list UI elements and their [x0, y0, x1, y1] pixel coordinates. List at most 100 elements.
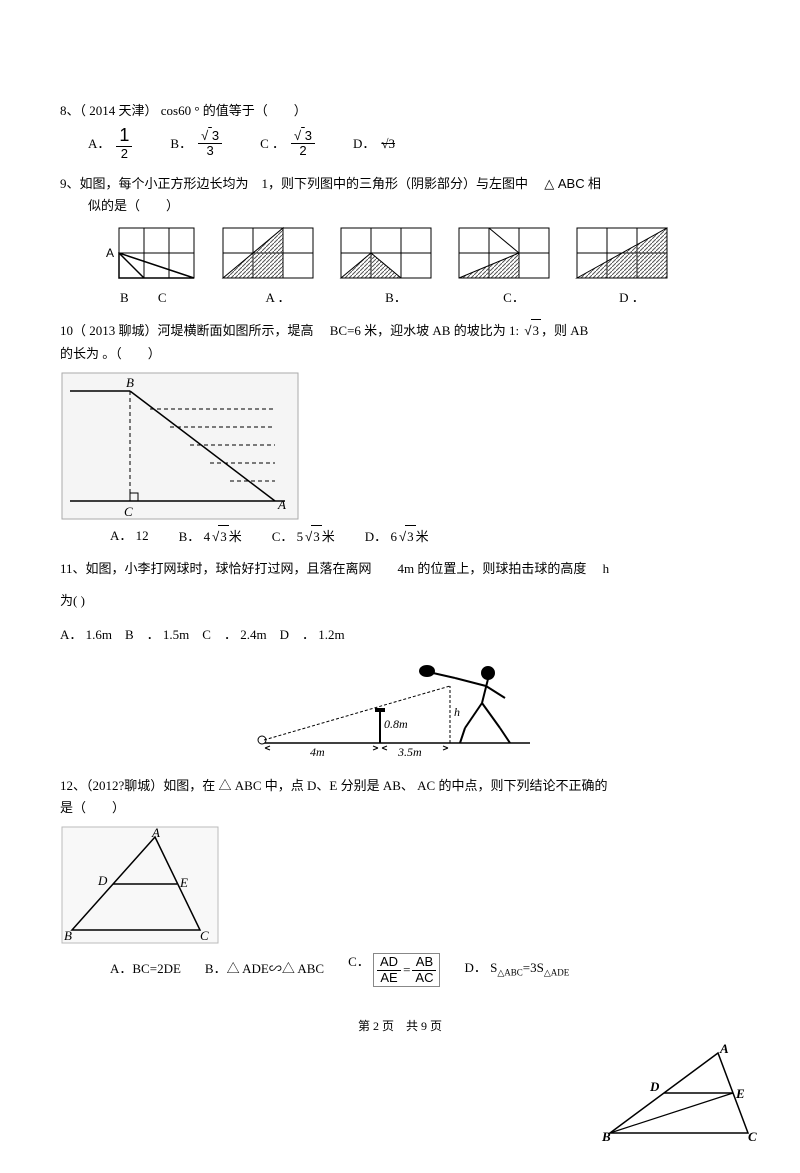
q9-labels: B C A ． B． C． D ． [100, 287, 740, 309]
question-12: 12、（2012?聊城）如图，在 △ ABC 中，点 D、E 分别是 AB、 A… [60, 775, 740, 987]
denominator: AC [412, 971, 436, 985]
sqrt-icon: 3 [303, 525, 322, 548]
radicand: 3 [405, 525, 416, 548]
q12-text-a: 12、（2012?聊城）如图，在 △ ABC 中，点 D、E 分别是 AB、 A… [60, 775, 740, 797]
opt-value: BC=2DE [132, 961, 181, 976]
opt-label: C． [348, 954, 370, 969]
sub-ade: △ADE [544, 968, 569, 978]
opt-label: D． [464, 960, 486, 975]
eq-3s: =3S [523, 960, 544, 975]
q9-ref-figure: A [100, 223, 200, 283]
opt-label: B． [179, 529, 201, 544]
q9-opt-a: A ． [228, 287, 328, 309]
denominator: 3 [198, 144, 222, 158]
page-footer: 第 2 页 共 9 页 [60, 1017, 740, 1034]
label-e: E [179, 875, 188, 890]
radicand: 3 [389, 136, 396, 151]
corner-figure: A B C D E [600, 1043, 760, 1143]
denominator: 2 [116, 147, 132, 161]
q11-text-a: 11、如图，小李打网球时，球恰好打过网，且落在离网 4m 的位置上，则球拍击球的… [60, 558, 740, 580]
label-e: E [735, 1086, 745, 1101]
q12-opt-a: A．BC=2DE [110, 958, 181, 980]
opt-value: 12 [136, 528, 149, 543]
opt-label: B． [205, 961, 227, 976]
q9-text-c: 似的是（ ） [60, 195, 740, 217]
sqrt-icon: 3 [522, 319, 541, 342]
q10-text-c: 的长为 。（ ） [60, 343, 740, 365]
footer-page: 第 2 页 [358, 1019, 394, 1033]
sqrt-struck: √3 [381, 133, 395, 155]
opt-label: A． [110, 961, 132, 976]
label-d: D [649, 1079, 660, 1094]
label-d: D [97, 873, 108, 888]
q8-stem: 8、（ 2014 天津） cos60 ° 的值等于（ ） [60, 100, 740, 122]
q12-options: A．BC=2DE B．△ ADE∽△ ABC C． AD AE = AB AC … [60, 951, 740, 987]
q9-fig-d [572, 223, 672, 283]
label-b: B [64, 928, 72, 943]
label-a: A [106, 246, 114, 260]
q10-figure: B C A [60, 371, 740, 521]
q12-figure: A B C D E [60, 825, 740, 945]
q8-d-label: D． [353, 133, 375, 155]
denominator: AE [377, 971, 401, 985]
numerator: √ 3 [198, 129, 222, 144]
q9-text-a: 9、如图，每个小正方形边长均为 1，则下列图中的三角形（阴影部分）与左图中 [60, 176, 541, 191]
q10-opt-c: C． 53米 [272, 525, 335, 548]
numerator: √ 3 [291, 129, 315, 144]
unit: 米 [229, 529, 242, 544]
equals: = [401, 959, 412, 981]
label-4m: 4m [310, 745, 325, 758]
q8-opt-b: B． √ 3 3 [170, 129, 222, 159]
q8-opt-a: A． 1 2 [88, 126, 132, 161]
q8-b-label: B． [170, 133, 192, 155]
label-a: A [151, 825, 160, 840]
q8-opt-c: C ． √ 3 2 [260, 129, 315, 159]
q8-a-label: A． [88, 133, 110, 155]
label-35m: 3.5m [397, 745, 422, 758]
sqrt-icon: 3 [210, 525, 229, 548]
label-net-height: 0.8m [384, 717, 408, 731]
q10-options: A． 12 B． 43米 C． 53米 D． 63米 [60, 525, 740, 548]
opt-label: A． [110, 528, 132, 543]
question-9: 9、如图，每个小正方形边长均为 1，则下列图中的三角形（阴影部分）与左图中 △ … [60, 173, 740, 309]
numerator: AD [377, 955, 401, 970]
denominator: 2 [291, 144, 315, 158]
q8-options: A． 1 2 B． √ 3 3 C ． √ 3 2 D． √3 [60, 126, 740, 161]
label-b: B [110, 290, 129, 305]
unit: 米 [322, 529, 335, 544]
fraction: AD AE [377, 955, 401, 985]
q12-text-b: 是（ ） [60, 797, 740, 819]
opt-label: C． [272, 529, 294, 544]
q10-stem: 10（ 2013 聊城）河堤横断面如图所示，堤高 BC=6 米，迎水坡 AB 的… [60, 319, 740, 342]
fraction: 1 2 [116, 126, 132, 161]
q11-options: A． 1.6m B ． 1.5m C ． 2.4m D ． 1.2m [60, 624, 740, 646]
sqrt-icon: 3 [397, 525, 416, 548]
label-c: C [124, 504, 133, 519]
q10-opt-d: D． 63米 [365, 525, 429, 548]
q12-opt-b: B．△ ADE∽△ ABC [205, 958, 324, 980]
label-b: B [126, 375, 134, 390]
radicand: 3 [218, 525, 229, 548]
question-11: 11、如图，小李打网球时，球恰好打过网，且落在离网 4m 的位置上，则球拍击球的… [60, 558, 740, 765]
q9-opt-c: C． [464, 287, 564, 309]
sub-abc: △ABC [497, 968, 522, 978]
footer-total: 共 9 页 [406, 1019, 442, 1033]
label-a: A [277, 497, 286, 512]
q10-text-a: 10（ 2013 聊城）河堤横断面如图所示，堤高 BC=6 米，迎水坡 AB 的… [60, 323, 522, 338]
q9-opt-b: B． [346, 287, 446, 309]
q9-opt-d: D ． [582, 287, 682, 309]
label-h: h [454, 705, 460, 719]
opt-value: △ ADE∽△ ABC [227, 961, 325, 976]
q11-figure: 0.8m h 4m 3.5m [60, 658, 740, 765]
numerator: AB [412, 955, 436, 970]
ratio-box: AD AE = AB AC [373, 953, 440, 987]
q12-opt-c: C． AD AE = AB AC [348, 951, 440, 987]
fraction: AB AC [412, 955, 436, 985]
q9-fig-b [336, 223, 436, 283]
label-c: C [748, 1129, 757, 1143]
question-10: 10（ 2013 聊城）河堤横断面如图所示，堤高 BC=6 米，迎水坡 AB 的… [60, 319, 740, 547]
label-c: C [200, 928, 209, 943]
question-8: 8、（ 2014 天津） cos60 ° 的值等于（ ） A． 1 2 B． √… [60, 100, 740, 161]
fraction: √ 3 3 [198, 129, 222, 159]
q10-opt-a: A． 12 [110, 525, 149, 547]
